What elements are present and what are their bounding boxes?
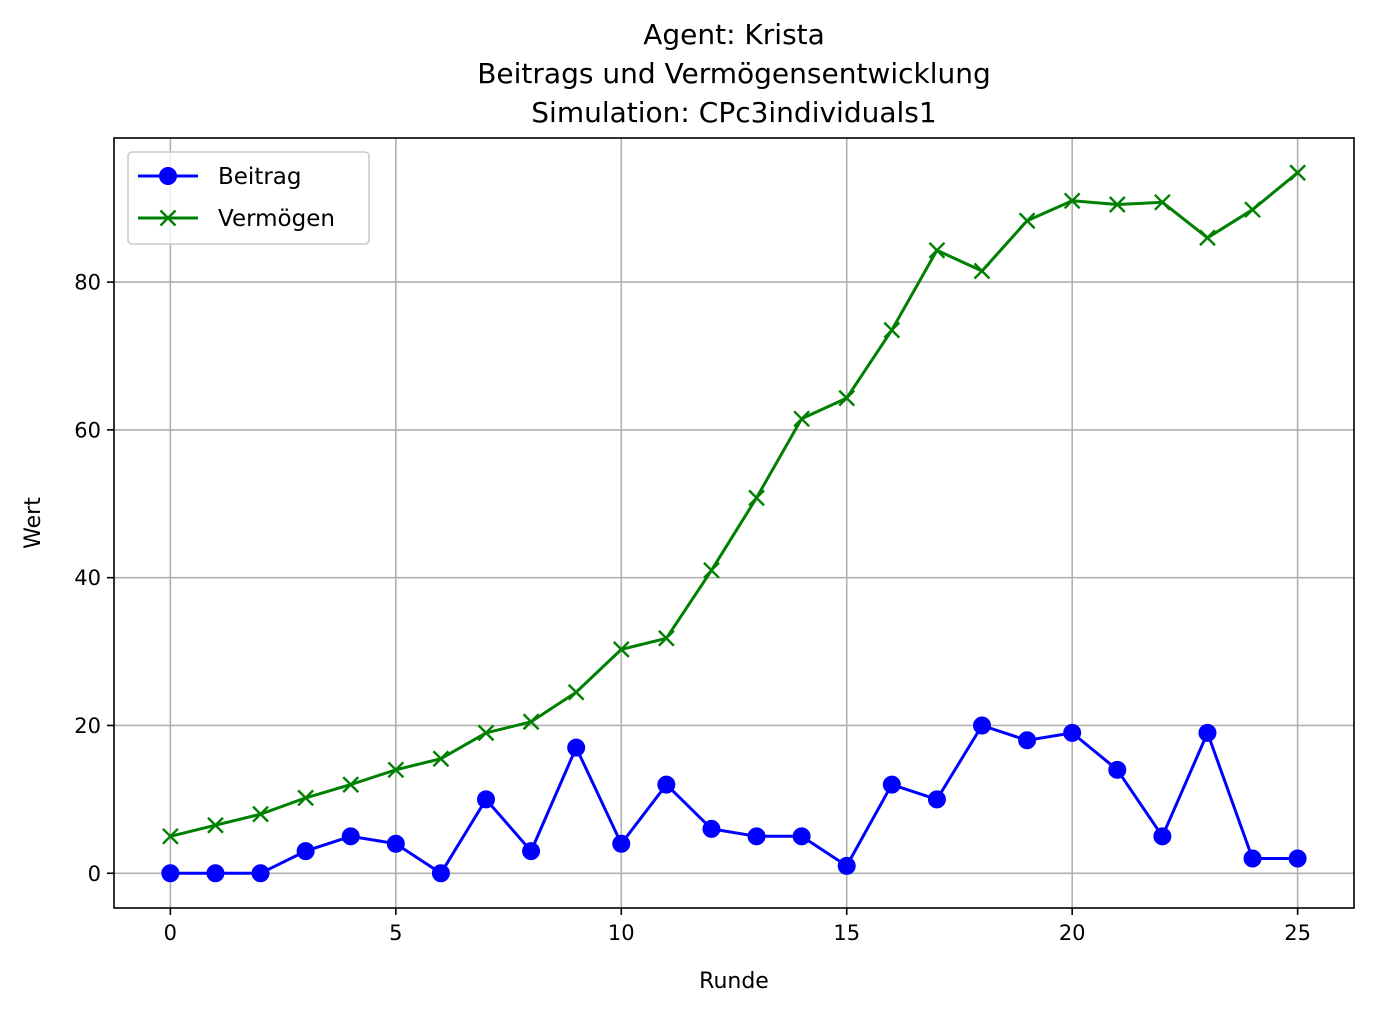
data-point — [1018, 212, 1036, 230]
y-axis-label: Wert — [21, 497, 46, 549]
series-beitrag — [161, 716, 1307, 883]
data-point — [1154, 193, 1171, 211]
data-point — [207, 816, 224, 834]
data-point — [297, 789, 314, 807]
data-point — [1244, 201, 1261, 219]
data-point — [612, 641, 630, 658]
x-tick-label: 15 — [833, 921, 860, 945]
axis-ticks: 0 5 10 15 20 25 0 20 40 60 80 — [74, 271, 1311, 945]
legend: Beitrag Vermögen — [127, 151, 370, 245]
data-point — [341, 827, 360, 846]
data-point — [657, 775, 676, 794]
data-point — [883, 321, 901, 339]
x-tick-label: 5 — [389, 921, 402, 945]
data-point — [882, 775, 901, 794]
data-point — [206, 864, 225, 883]
data-point — [477, 790, 495, 809]
data-point — [431, 864, 450, 883]
data-point — [1243, 849, 1262, 868]
data-point — [973, 262, 991, 280]
data-point — [747, 827, 766, 846]
data-point — [793, 410, 810, 428]
legend-marker — [159, 209, 177, 227]
data-point — [522, 842, 541, 861]
y-tick-label: 80 — [74, 271, 101, 295]
grid — [114, 138, 1354, 908]
data-point — [1063, 192, 1081, 210]
data-point — [296, 842, 315, 861]
chart-title-line-2: Beitrags und Vermögensentwicklung — [477, 57, 991, 90]
data-point — [703, 561, 720, 579]
data-point — [567, 683, 585, 701]
series-layer — [161, 164, 1307, 883]
data-point — [837, 856, 856, 875]
data-point — [1108, 196, 1126, 213]
data-point — [927, 790, 946, 809]
series-line — [168, 171, 1300, 838]
x-tick-label: 20 — [1059, 921, 1086, 945]
data-point — [477, 724, 495, 742]
data-point — [1018, 731, 1037, 750]
plot-area-frame — [113, 137, 1355, 909]
data-point — [792, 827, 811, 846]
x-tick-label: 0 — [164, 921, 177, 945]
data-point — [838, 389, 856, 407]
data-point — [252, 805, 269, 823]
chart-title-line-3: Simulation: CPc3individuals1 — [531, 96, 936, 129]
data-point — [251, 864, 270, 883]
series-line — [168, 724, 1300, 875]
data-point — [1199, 229, 1216, 247]
x-axis-label: Runde — [699, 969, 769, 994]
data-point — [973, 716, 991, 735]
x-tick-label: 25 — [1284, 921, 1311, 945]
x-tick-label: 10 — [608, 921, 635, 945]
data-point — [432, 750, 450, 768]
data-point — [1108, 760, 1127, 779]
data-point — [928, 241, 946, 259]
data-point — [161, 864, 180, 883]
chart-title: Agent: Krista Beitrags und Vermögensentw… — [477, 18, 991, 129]
data-point — [387, 761, 405, 779]
legend-label: Beitrag — [218, 164, 302, 190]
y-tick-label: 40 — [74, 566, 101, 590]
series-verm-gen — [162, 164, 1306, 845]
data-point — [658, 629, 675, 647]
data-point — [1289, 164, 1306, 182]
data-point — [567, 738, 586, 757]
y-tick-label: 20 — [74, 714, 101, 738]
data-point — [162, 827, 179, 845]
data-point — [342, 776, 360, 793]
data-point — [1198, 723, 1217, 742]
legend-marker — [159, 167, 177, 185]
data-point — [1063, 723, 1082, 742]
data-point — [1288, 849, 1307, 868]
y-tick-label: 60 — [74, 418, 101, 442]
data-point — [1153, 827, 1172, 846]
data-point — [612, 834, 631, 853]
legend-label: Vermögen — [218, 206, 335, 232]
data-point — [702, 819, 721, 838]
data-point — [386, 834, 405, 853]
data-point — [748, 489, 765, 507]
legend-item: Beitrag — [138, 164, 302, 190]
legend-item: Vermögen — [138, 206, 335, 232]
data-point — [522, 713, 540, 731]
chart-title-line-1: Agent: Krista — [643, 18, 825, 51]
y-tick-label: 0 — [88, 862, 101, 886]
